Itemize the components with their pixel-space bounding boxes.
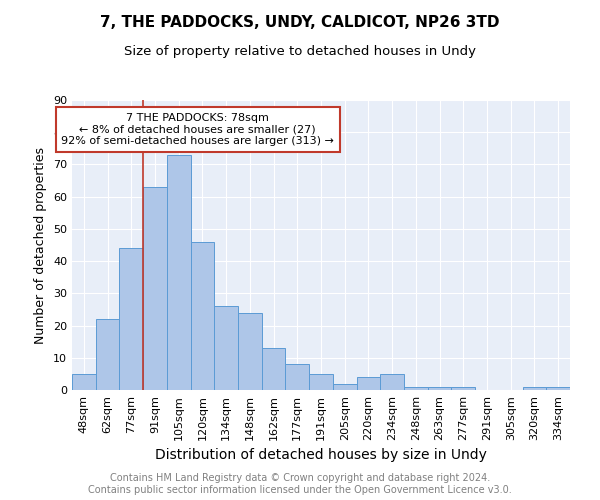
- Text: 7, THE PADDOCKS, UNDY, CALDICOT, NP26 3TD: 7, THE PADDOCKS, UNDY, CALDICOT, NP26 3T…: [100, 15, 500, 30]
- Bar: [214, 306, 238, 390]
- Text: Size of property relative to detached houses in Undy: Size of property relative to detached ho…: [124, 45, 476, 58]
- Bar: [451, 387, 475, 390]
- Bar: [119, 248, 143, 390]
- Bar: [191, 242, 214, 390]
- Bar: [262, 348, 286, 390]
- Bar: [72, 374, 96, 390]
- Bar: [523, 387, 546, 390]
- Y-axis label: Number of detached properties: Number of detached properties: [34, 146, 47, 344]
- X-axis label: Distribution of detached houses by size in Undy: Distribution of detached houses by size …: [155, 448, 487, 462]
- Bar: [380, 374, 404, 390]
- Bar: [286, 364, 309, 390]
- Text: 7 THE PADDOCKS: 78sqm
← 8% of detached houses are smaller (27)
92% of semi-detac: 7 THE PADDOCKS: 78sqm ← 8% of detached h…: [61, 113, 334, 146]
- Bar: [404, 387, 428, 390]
- Bar: [546, 387, 570, 390]
- Text: Contains HM Land Registry data © Crown copyright and database right 2024.
Contai: Contains HM Land Registry data © Crown c…: [88, 474, 512, 495]
- Bar: [238, 312, 262, 390]
- Bar: [356, 377, 380, 390]
- Bar: [167, 155, 191, 390]
- Bar: [309, 374, 333, 390]
- Bar: [428, 387, 451, 390]
- Bar: [96, 319, 119, 390]
- Bar: [333, 384, 356, 390]
- Bar: [143, 187, 167, 390]
